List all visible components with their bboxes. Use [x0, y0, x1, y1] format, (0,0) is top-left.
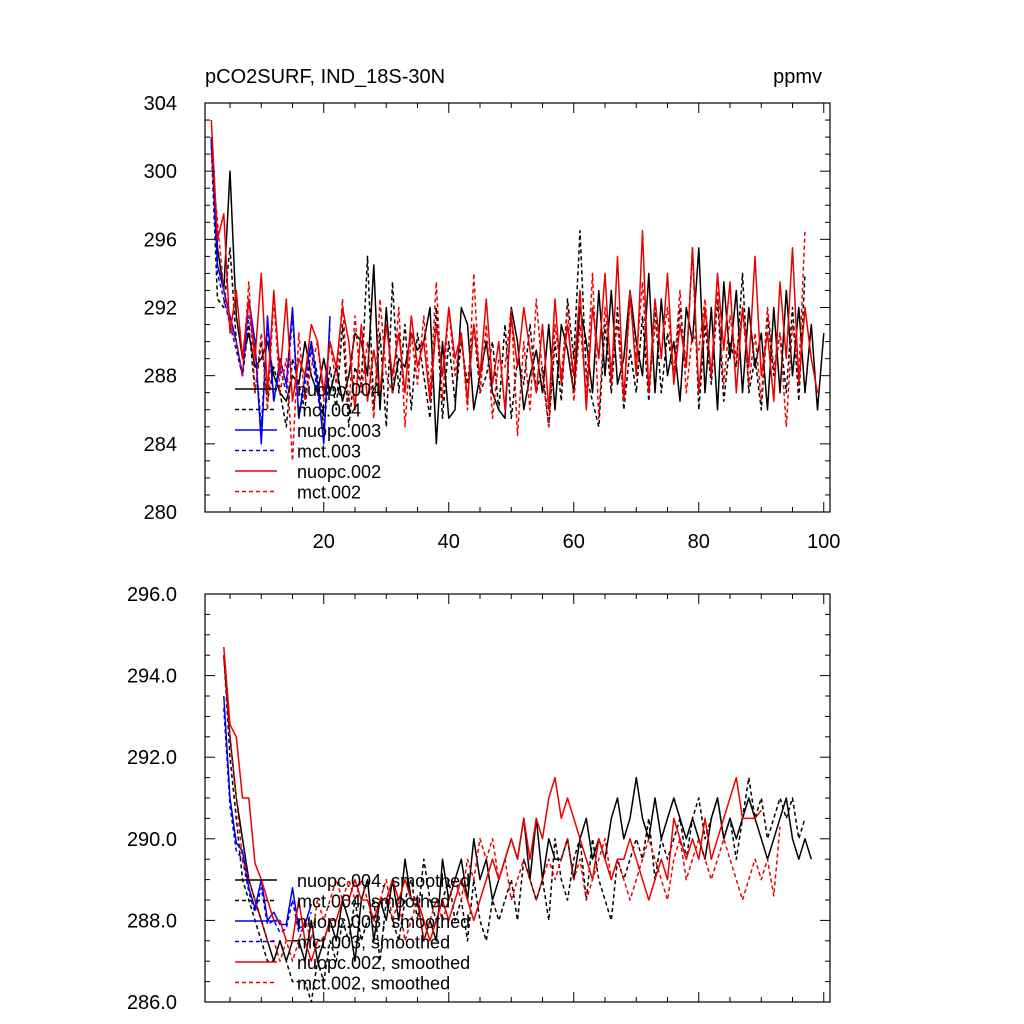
y-tick-label: 288.0 [127, 910, 177, 932]
y-tick-label: 300 [144, 161, 177, 183]
y-tick-label: 296 [144, 229, 177, 251]
y-tick-label: 290.0 [127, 829, 177, 851]
legend-label: mct.003, smoothed [297, 933, 450, 953]
legend-label: mct.002, smoothed [297, 974, 450, 994]
top-chart-panel: 280 284 288 292 296 300 304 20 40 60 80 100 pCO2SURF… [144, 66, 841, 553]
y-tick-label: 292.0 [127, 747, 177, 769]
legend-label: mct.004 [297, 401, 361, 421]
y-tick-label: 280 [144, 502, 177, 524]
y-tick-label: 288 [144, 366, 177, 388]
legend-label: mct.002 [297, 483, 361, 503]
bottom-chart-panel: 286.0 288.0 290.0 292.0 294.0 296.0 nuopc.004,… [127, 584, 831, 1014]
legend-label: nuopc.004 [297, 380, 381, 400]
legend-label: nuopc.002, smoothed [297, 953, 470, 973]
y-tick-label: 304 [144, 93, 177, 115]
y-tick-label: 296.0 [127, 584, 177, 606]
legend-label: nuopc.004, smoothed [297, 871, 470, 891]
x-tick-label: 80 [688, 531, 710, 553]
legend-label: nuopc.003 [297, 421, 381, 441]
series-line-mct-003-smoothed [223, 708, 313, 934]
chart-title: pCO2SURF, IND_18S-30N [205, 66, 445, 88]
y-tick-label: 292 [144, 298, 177, 320]
series-line-nuopc-002-smoothed [223, 646, 762, 962]
x-tick-label: 20 [313, 531, 335, 553]
y-tick-label: 294.0 [127, 666, 177, 688]
series-line-nuopc-002 [210, 119, 819, 411]
y-tick-label: 286.0 [127, 992, 177, 1014]
units-label: ppmv [773, 66, 822, 88]
x-tick-label: 60 [563, 531, 585, 553]
legend-label: nuopc.002 [297, 462, 381, 482]
series-line-mct-002-smoothed [223, 655, 781, 962]
y-tick-label: 284 [144, 434, 177, 456]
legend-label: mct.003 [297, 442, 361, 462]
series-line-mct-003 [210, 137, 331, 437]
series-line-mct-002 [210, 154, 806, 462]
x-tick-label: 100 [807, 531, 840, 553]
x-tick-label: 40 [438, 531, 460, 553]
legend-label: nuopc.003, smoothed [297, 912, 470, 932]
legend-label: mct.004, smoothed [297, 892, 450, 912]
